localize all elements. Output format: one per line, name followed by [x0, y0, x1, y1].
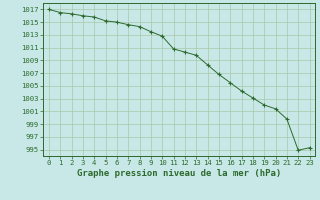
X-axis label: Graphe pression niveau de la mer (hPa): Graphe pression niveau de la mer (hPa) [77, 169, 281, 178]
